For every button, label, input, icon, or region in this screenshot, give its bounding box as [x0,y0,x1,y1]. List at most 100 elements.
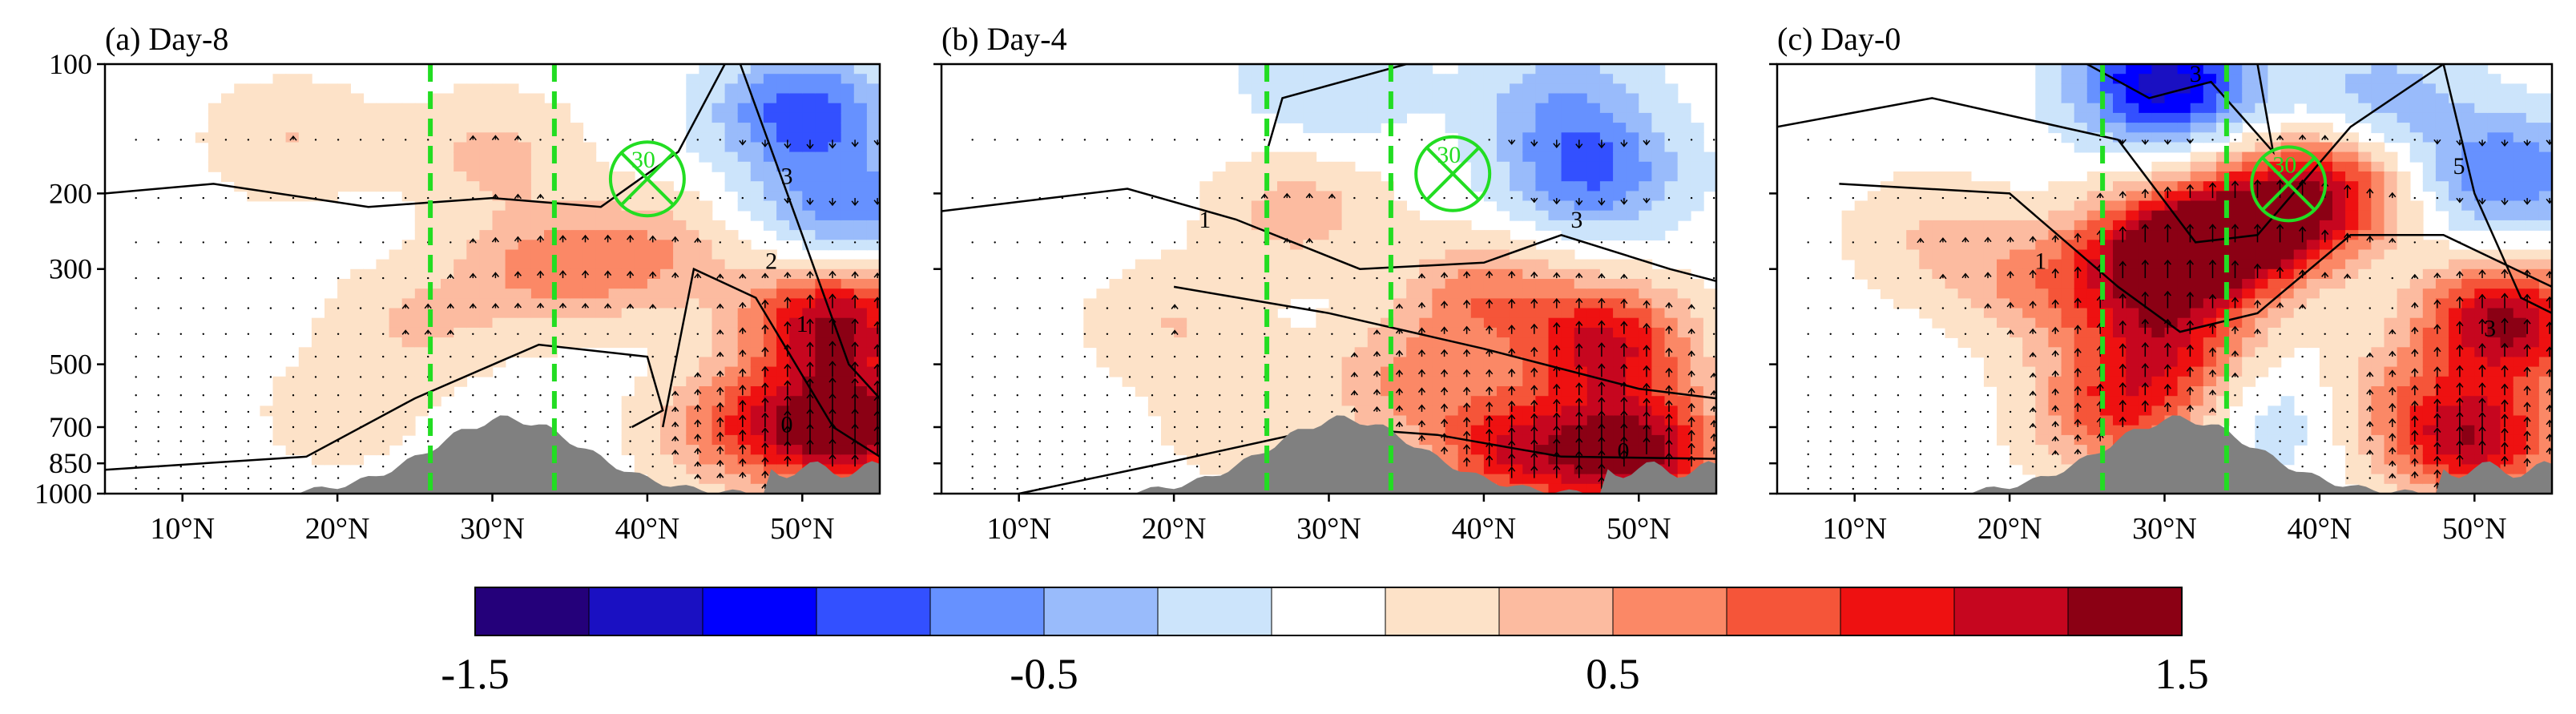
shade-cell [530,279,545,289]
shade-cell [1932,230,1946,241]
shade-cell [1906,249,1921,260]
shade-cell [1225,240,1240,251]
shade-cell [1613,220,1627,231]
shade-cell [1690,200,1704,212]
vector-arrowhead [739,414,747,421]
shade-cell [414,259,429,270]
shade-cell [1535,259,1550,270]
contour-label: 0 [1618,438,1630,465]
vector-dot [269,355,272,358]
shade-cell [247,151,261,163]
shade-cell [1535,171,1550,182]
shade-cell [570,279,584,289]
shade-cell [1497,123,1510,134]
vector-dot [651,410,654,413]
shade-cell [401,240,416,251]
shade-cell [1970,220,1985,231]
shade-cell [570,288,584,300]
shade-cell [1510,171,1523,182]
shade-cell [1109,288,1123,300]
shade-cell [866,425,880,436]
shade-cell [441,288,454,300]
shade-cell [557,288,570,300]
shade-cell [1264,161,1278,172]
shade-cell [2061,83,2075,95]
vector-arrowhead [1665,439,1673,445]
shade-cell [776,308,790,319]
shade-cell [1109,337,1123,349]
shade-cell [724,425,739,436]
shade-cell [1483,83,1498,95]
shade-cell [583,279,597,289]
shade-cell [1639,181,1653,192]
shade-cell [608,230,623,241]
shade-cell [2035,83,2050,95]
vector-dot [1106,355,1109,358]
vector-dot [247,487,250,490]
shade-cell [1639,161,1653,172]
shade-cell [1470,132,1485,143]
shade-cell [1703,425,1716,436]
contour-line [941,188,1716,283]
shade-cell [2048,454,2062,466]
vector-arrowhead [761,457,769,462]
shade-cell [311,366,325,377]
shade-cell [1599,259,1614,270]
shade-cell [1983,347,1998,358]
vector-arrowhead [1598,450,1606,456]
shade-cell [2074,142,2088,153]
shade-cell [750,132,764,143]
shade-cell [1122,357,1136,368]
vector-arrowhead [851,423,859,430]
shade-cell [776,200,790,212]
shade-cell [699,415,713,426]
shade-cell [1574,288,1588,300]
shade-cell [285,445,300,456]
shade-cell [789,191,804,202]
shade-cell [1354,249,1369,260]
shade-cell [1187,327,1201,338]
shade-cell [763,181,777,192]
jet-core [1414,135,1492,212]
vector-arrowhead [1598,363,1606,369]
shade-cell [1548,191,1562,202]
shade-cell [401,366,416,377]
shade-cell [2086,112,2101,123]
vector-dot [224,241,228,244]
shade-cell [1147,288,1162,300]
shade-cell [1251,445,1265,456]
shade-cell [1251,171,1265,182]
shade-cell [608,298,623,309]
vector-dot [382,196,385,200]
shade-cell [1187,279,1201,289]
shade-cell [389,288,403,300]
shade-cell [1316,171,1330,182]
shade-cell [1277,240,1291,251]
shade-cell [1854,220,1869,231]
shade-cell [1932,249,1946,260]
shade-cell [1586,425,1601,436]
shade-cell [712,434,726,446]
shade-cell [724,259,739,270]
shade-cell [1225,191,1240,202]
shade-cell [363,288,377,300]
shade-cell [1367,103,1381,114]
shade-cell [853,123,868,134]
shade-cell [789,415,804,426]
shade-cell [673,288,687,300]
shade-cell [686,317,700,329]
shade-cell [414,396,429,407]
shade-cell [763,249,777,260]
shade-cell [1957,259,1972,270]
shade-cell [298,123,312,134]
shade-cell [647,366,661,377]
shade-cell [1316,386,1330,397]
vector-dot [224,453,228,456]
shade-cell [1586,142,1601,153]
vector-dot [1151,307,1154,309]
shade-cell [1406,415,1421,426]
shade-cell [2010,249,2023,260]
shade-cell [1367,249,1381,260]
shade-cell [866,123,880,134]
vector-dot [337,333,340,335]
